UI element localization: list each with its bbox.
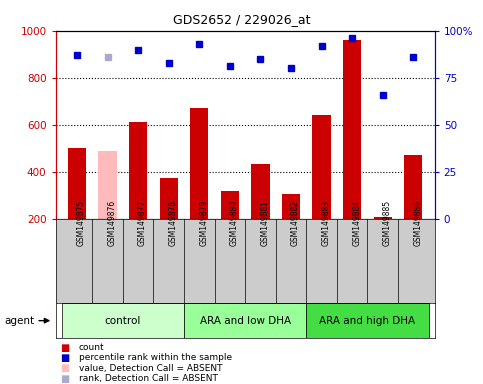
Text: control: control xyxy=(105,316,141,326)
Text: GSM149883: GSM149883 xyxy=(322,200,330,246)
Text: value, Detection Call = ABSENT: value, Detection Call = ABSENT xyxy=(79,364,222,373)
Bar xyxy=(190,108,209,219)
Text: GSM149877: GSM149877 xyxy=(138,200,147,246)
Bar xyxy=(159,178,178,219)
Bar xyxy=(251,164,270,219)
Bar xyxy=(184,303,306,338)
Bar xyxy=(99,151,117,219)
Text: ARA and high DHA: ARA and high DHA xyxy=(319,316,415,326)
Text: agent: agent xyxy=(5,316,35,326)
Text: GSM149882: GSM149882 xyxy=(291,200,300,246)
Text: ■: ■ xyxy=(60,353,70,363)
Text: count: count xyxy=(79,343,104,352)
Text: GSM149876: GSM149876 xyxy=(108,200,116,246)
Text: ■: ■ xyxy=(60,374,70,384)
Text: GSM149880: GSM149880 xyxy=(230,200,239,246)
Bar xyxy=(129,122,147,219)
Text: ARA and low DHA: ARA and low DHA xyxy=(199,316,291,326)
Text: GSM149878: GSM149878 xyxy=(169,200,178,246)
Text: rank, Detection Call = ABSENT: rank, Detection Call = ABSENT xyxy=(79,374,218,383)
Bar xyxy=(62,303,184,338)
Text: ■: ■ xyxy=(60,363,70,373)
Bar xyxy=(282,194,300,219)
Bar xyxy=(343,40,361,219)
Bar xyxy=(68,148,86,219)
Bar xyxy=(373,217,392,219)
Text: percentile rank within the sample: percentile rank within the sample xyxy=(79,353,232,362)
Text: ■: ■ xyxy=(60,343,70,353)
Text: GSM149886: GSM149886 xyxy=(413,200,422,246)
Text: GSM149875: GSM149875 xyxy=(77,200,86,246)
Text: GSM149885: GSM149885 xyxy=(383,200,392,246)
Bar xyxy=(313,115,331,219)
Text: GSM149884: GSM149884 xyxy=(352,200,361,246)
Bar xyxy=(404,156,423,219)
Text: GSM149881: GSM149881 xyxy=(260,200,270,246)
Bar xyxy=(221,190,239,219)
Text: GDS2652 / 229026_at: GDS2652 / 229026_at xyxy=(173,13,310,26)
Text: GSM149879: GSM149879 xyxy=(199,200,208,246)
Bar xyxy=(306,303,428,338)
